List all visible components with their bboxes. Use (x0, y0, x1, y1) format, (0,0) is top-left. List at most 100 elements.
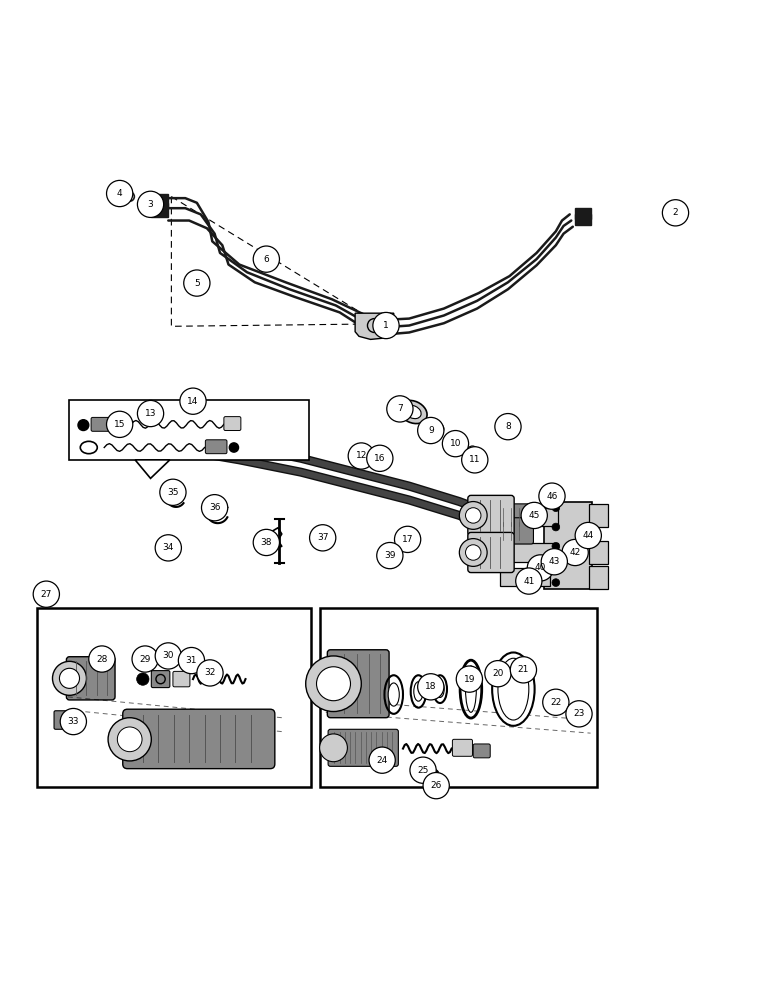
Circle shape (459, 502, 487, 529)
Bar (544, 502, 592, 589)
Circle shape (320, 734, 347, 762)
Text: 45: 45 (529, 511, 540, 520)
Circle shape (160, 479, 186, 505)
Bar (500, 418, 517, 431)
Ellipse shape (388, 683, 399, 706)
Circle shape (178, 647, 205, 674)
Circle shape (466, 545, 481, 560)
Text: 5: 5 (194, 279, 200, 288)
Text: 9: 9 (428, 426, 434, 435)
Bar (37, 608, 311, 787)
Circle shape (539, 483, 565, 509)
FancyBboxPatch shape (54, 711, 76, 729)
Bar (575, 214, 591, 225)
Text: 43: 43 (549, 557, 560, 566)
FancyBboxPatch shape (224, 417, 241, 431)
Circle shape (89, 646, 115, 672)
Text: 35: 35 (168, 488, 178, 497)
Circle shape (462, 447, 488, 473)
Circle shape (59, 668, 80, 688)
FancyBboxPatch shape (173, 671, 190, 687)
Text: 26: 26 (431, 781, 442, 790)
Circle shape (423, 773, 449, 799)
Bar (589, 504, 608, 527)
Circle shape (367, 445, 393, 471)
Ellipse shape (414, 682, 423, 701)
Ellipse shape (466, 666, 476, 712)
Circle shape (575, 522, 601, 549)
Circle shape (33, 581, 59, 607)
Bar (500, 508, 558, 526)
FancyBboxPatch shape (91, 417, 116, 431)
FancyBboxPatch shape (123, 709, 275, 769)
Circle shape (155, 643, 181, 669)
Circle shape (367, 319, 381, 332)
Circle shape (180, 388, 206, 414)
FancyBboxPatch shape (473, 744, 490, 758)
Circle shape (562, 539, 588, 566)
Circle shape (527, 555, 554, 581)
Text: 32: 32 (205, 668, 215, 677)
Circle shape (410, 757, 436, 783)
Text: 10: 10 (450, 439, 461, 448)
Circle shape (552, 562, 560, 569)
Circle shape (662, 200, 689, 226)
Circle shape (510, 657, 537, 683)
Text: 41: 41 (523, 577, 534, 586)
Text: 2: 2 (672, 208, 679, 217)
Ellipse shape (493, 652, 534, 726)
Circle shape (369, 747, 395, 773)
Circle shape (310, 525, 336, 551)
Circle shape (467, 446, 478, 457)
Circle shape (442, 431, 469, 457)
Circle shape (485, 661, 511, 687)
Circle shape (155, 535, 181, 561)
FancyBboxPatch shape (468, 532, 514, 573)
Text: 17: 17 (402, 535, 413, 544)
Circle shape (456, 666, 482, 692)
Circle shape (418, 417, 444, 444)
Text: 28: 28 (96, 655, 107, 664)
Circle shape (107, 180, 133, 207)
Circle shape (552, 504, 560, 512)
Text: 6: 6 (263, 255, 269, 264)
Text: 27: 27 (41, 590, 52, 599)
Circle shape (466, 508, 481, 523)
Polygon shape (355, 313, 394, 339)
Text: 1: 1 (383, 321, 389, 330)
Circle shape (552, 542, 560, 550)
FancyBboxPatch shape (492, 504, 533, 530)
Bar (151, 194, 168, 207)
Circle shape (197, 660, 223, 686)
Bar (500, 418, 517, 431)
FancyBboxPatch shape (452, 739, 472, 756)
Text: 36: 36 (209, 503, 220, 512)
Text: 33: 33 (68, 717, 79, 726)
Text: 37: 37 (317, 533, 328, 542)
Text: 20: 20 (493, 669, 503, 678)
Text: 8: 8 (505, 422, 511, 431)
Text: 29: 29 (140, 655, 151, 664)
Circle shape (418, 674, 444, 700)
Circle shape (128, 425, 147, 444)
Text: 34: 34 (163, 543, 174, 552)
Text: 22: 22 (550, 698, 561, 707)
Circle shape (184, 270, 210, 296)
Circle shape (394, 526, 421, 552)
Text: 4: 4 (117, 189, 123, 198)
Circle shape (566, 701, 592, 727)
Circle shape (348, 443, 374, 469)
Text: 21: 21 (518, 665, 529, 674)
FancyBboxPatch shape (328, 729, 398, 766)
Text: 14: 14 (188, 397, 198, 406)
Circle shape (543, 689, 569, 715)
Circle shape (377, 542, 403, 569)
Text: 12: 12 (356, 451, 367, 460)
Circle shape (541, 549, 567, 575)
Bar (500, 543, 558, 562)
Circle shape (317, 667, 350, 701)
Circle shape (425, 769, 439, 783)
Circle shape (253, 246, 279, 272)
Bar (575, 208, 591, 219)
FancyBboxPatch shape (492, 518, 533, 544)
